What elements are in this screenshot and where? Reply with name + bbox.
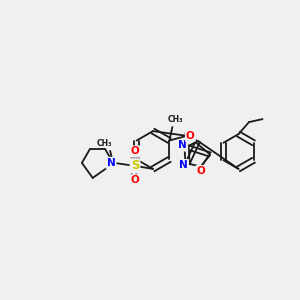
Text: O: O	[130, 175, 140, 185]
Text: CH₃: CH₃	[168, 115, 183, 124]
Text: S: S	[131, 159, 139, 172]
Text: O: O	[186, 131, 195, 141]
Text: N: N	[106, 158, 116, 168]
Text: N: N	[179, 160, 188, 170]
Text: O: O	[196, 166, 206, 176]
Text: CH₃: CH₃	[96, 139, 112, 148]
Text: N: N	[178, 140, 187, 151]
Text: O: O	[130, 146, 140, 157]
